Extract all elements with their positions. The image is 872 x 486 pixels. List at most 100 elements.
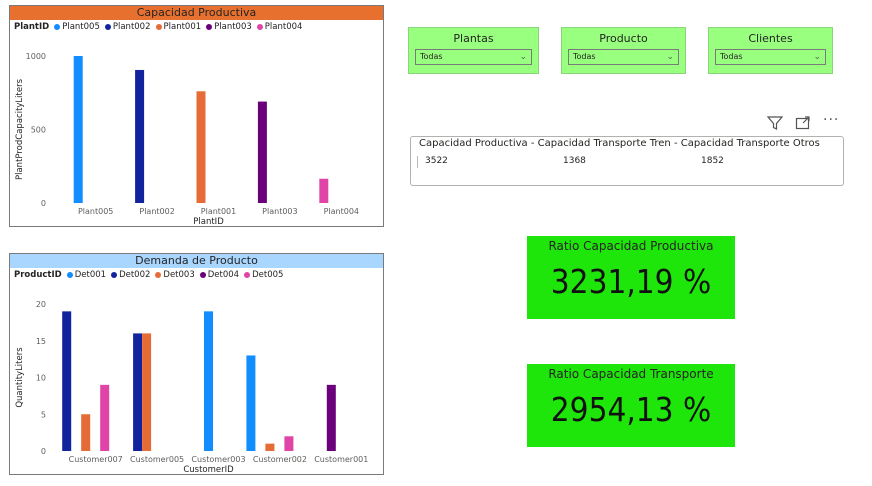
y-tick-label: 10 (36, 374, 46, 383)
chart-legend[interactable]: PlantID Plant005 Plant002 Plant001 Plant003… (14, 22, 302, 32)
legend-label: Det003 (163, 270, 195, 280)
capacity-table[interactable]: Capacidad Productiva - Capacidad Transpo… (410, 136, 844, 186)
legend-item[interactable]: Plant001 (155, 22, 202, 32)
bar-plant002[interactable] (135, 69, 145, 203)
filter-icon[interactable] (766, 116, 784, 133)
kpi-ratio-capacidad-productiva: Ratio Capacidad Productiva 3231,19 % (527, 236, 735, 319)
bar-plant003[interactable] (257, 101, 267, 203)
legend-label: Plant002 (112, 22, 151, 32)
kpi-value: 2954,13 % (550, 390, 712, 429)
legend-item[interactable]: Det001 (66, 270, 107, 280)
legend-dot-icon (111, 272, 118, 278)
legend-label: Det005 (252, 270, 284, 280)
chevron-down-icon: ⌄ (813, 52, 821, 62)
legend-dot-icon (206, 24, 213, 30)
kpi-value: 3231,19 % (550, 262, 712, 301)
table-cell: 1852 (701, 156, 724, 166)
chevron-down-icon: ⌄ (666, 52, 674, 62)
slicer-dropdown[interactable]: Todas ⌄ (415, 49, 532, 65)
legend-dot-icon (104, 24, 111, 30)
x-tick-label: Plant005 (78, 207, 113, 216)
bar-customer001-det004[interactable] (326, 384, 336, 451)
table-cell: 3522 (425, 156, 448, 166)
legend-dot-icon (244, 272, 251, 278)
bar-customer002-det001[interactable] (246, 355, 256, 451)
y-axis-label: QuantityLiters (15, 347, 25, 408)
row-divider (417, 156, 418, 168)
legend-label: Plant005 (62, 22, 100, 32)
bar-plant004[interactable] (319, 178, 329, 203)
x-tick-label: Customer005 (130, 455, 184, 464)
legend-label: Plant001 (163, 22, 202, 32)
chevron-down-icon: ⌄ (519, 52, 527, 62)
legend-label: Plant003 (214, 22, 252, 32)
legend-dot-icon (199, 272, 206, 278)
chart-title: Demanda de Producto (10, 254, 383, 268)
legend-dot-icon (54, 24, 61, 30)
slicer-title: Clientes (748, 32, 793, 45)
x-axis-label: CustomerID (183, 465, 234, 474)
legend-item[interactable]: Det002 (111, 270, 150, 280)
slicer-producto[interactable]: Producto Todas ⌄ (561, 27, 686, 74)
kpi-ratio-capacidad-transporte: Ratio Capacidad Transporte 2954,13 % (527, 364, 735, 447)
demanda-bar-chart[interactable]: 20 15 10 5 0 QuantityLiters Customer007 Custome… (10, 269, 383, 474)
focus-mode-icon[interactable] (795, 116, 811, 133)
legend-dot-icon (155, 24, 162, 30)
x-tick-label: Customer007 (69, 455, 123, 464)
slicer-value: Todas (573, 52, 596, 61)
table-cell: 1368 (563, 156, 586, 166)
x-tick-label: Plant002 (139, 207, 174, 216)
y-tick-label: 5 (41, 410, 46, 419)
bar-customer007-det002[interactable] (62, 311, 72, 451)
slicer-clientes[interactable]: Clientes Todas ⌄ (708, 27, 833, 74)
bar-customer002-det005[interactable] (284, 436, 294, 451)
y-axis-label: PlantProdCapacityLiters (15, 78, 25, 180)
legend-label: Det004 (207, 270, 240, 280)
chart-legend[interactable]: ProductID Det001 Det002 Det003 Det004 Det005 (14, 270, 283, 280)
x-tick-label: Customer002 (253, 455, 307, 464)
bar-plant005[interactable] (73, 56, 83, 203)
legend-item[interactable]: Plant004 (256, 22, 303, 32)
bar-customer002-det003[interactable] (265, 443, 275, 451)
legend-title: ProductID (14, 270, 62, 280)
x-tick-label: Plant004 (324, 207, 359, 216)
bar-customer007-det003[interactable] (81, 414, 91, 451)
bar-customer005-det003[interactable] (142, 333, 152, 451)
x-tick-label: Plant003 (262, 207, 297, 216)
kpi-title: Ratio Capacidad Productiva (548, 239, 714, 253)
kpi-title: Ratio Capacidad Transporte (548, 367, 714, 381)
slicer-value: Todas (720, 52, 743, 61)
y-tick-label: 1000 (26, 52, 46, 61)
x-tick-label: Customer003 (191, 455, 245, 464)
legend-item[interactable]: Plant003 (206, 22, 252, 32)
legend-label: Plant004 (264, 22, 303, 32)
bar-customer007-det005[interactable] (100, 384, 110, 451)
more-options-icon[interactable]: ··· (823, 112, 840, 128)
legend-item[interactable]: Det004 (199, 270, 240, 280)
y-tick-label: 0 (41, 447, 46, 456)
slicer-title: Producto (599, 32, 648, 45)
bar-plant001[interactable] (196, 91, 206, 203)
legend-label: Det001 (74, 270, 107, 280)
capacidad-productiva-chart[interactable]: Capacidad Productiva PlantID Plant005 Pla… (9, 5, 384, 227)
slicer-dropdown[interactable]: Todas ⌄ (715, 49, 826, 65)
chart-title: Capacidad Productiva (10, 6, 383, 20)
bar-customer003-det001[interactable] (204, 311, 213, 451)
legend-item[interactable]: Det005 (244, 270, 283, 280)
x-tick-label: Customer001 (314, 455, 368, 464)
demanda-producto-chart[interactable]: Demanda de Producto ProductID Det001 Det0… (9, 253, 384, 475)
legend-dot-icon (155, 272, 162, 278)
y-tick-label: 20 (36, 300, 46, 309)
y-tick-label: 500 (31, 126, 46, 135)
x-tick-label: Plant001 (201, 207, 236, 216)
legend-item[interactable]: Det003 (155, 270, 195, 280)
slicer-dropdown[interactable]: Todas ⌄ (568, 49, 679, 65)
legend-item[interactable]: Plant005 (54, 22, 100, 32)
bar-customer005-det002[interactable] (133, 333, 143, 451)
x-axis-label: PlantID (193, 217, 224, 226)
y-tick-label: 15 (36, 337, 46, 346)
legend-item[interactable]: Plant002 (104, 22, 151, 32)
legend-dot-icon (66, 272, 73, 278)
slicer-plantas[interactable]: Plantas Todas ⌄ (408, 27, 539, 74)
